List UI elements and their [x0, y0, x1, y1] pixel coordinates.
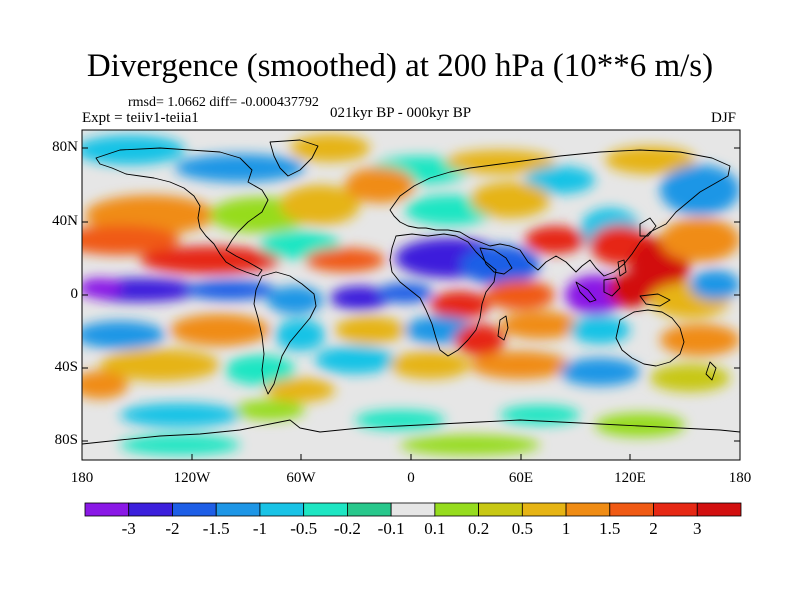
coast-eurasia — [389, 149, 731, 277]
lat-tick-80s: 80S — [54, 432, 78, 448]
lon-tick-120w: 120W — [173, 470, 211, 486]
colorbar-label: -2 — [165, 519, 180, 538]
coast-antarctica — [82, 419, 740, 445]
lon-tick-180e: 180 — [728, 470, 752, 486]
colorbar-swatch — [521, 502, 567, 517]
coast-philippines — [617, 259, 627, 277]
colorbar-swatch — [696, 502, 742, 517]
period-label: 021kyr BP - 000kyr BP — [330, 105, 472, 121]
coast-madagascar — [497, 315, 509, 341]
lon-tick-120e: 120E — [614, 470, 646, 486]
coast-japan — [639, 217, 657, 237]
coast-australia — [615, 309, 685, 367]
lon-tick-0: 0 — [407, 470, 415, 486]
colorbar-swatch — [128, 502, 173, 517]
lat-tick-80n: 80N — [52, 139, 78, 155]
coast-new-zealand — [705, 361, 717, 381]
colorbar-label: 0.2 — [467, 519, 490, 538]
colorbar-swatch — [609, 502, 654, 517]
field-layer — [82, 130, 740, 460]
colorbar-swatch — [172, 502, 217, 517]
coast-sumatra — [575, 281, 597, 303]
colorbar-label: -1 — [252, 519, 267, 538]
colorbar-swatch — [434, 502, 480, 517]
colorbar — [84, 502, 742, 517]
season-label: DJF — [711, 110, 737, 126]
coast-north-america — [95, 147, 269, 277]
colorbar-swatch — [346, 502, 392, 517]
colorbar-label: 0.5 — [511, 519, 533, 538]
colorbar-label: -0.1 — [377, 519, 405, 538]
coast-arabia — [479, 247, 513, 275]
lat-tick-40n: 40N — [52, 213, 78, 229]
colorbar-swatch — [303, 502, 348, 517]
axis-ticks — [81, 147, 741, 460]
divergence-blobs — [82, 134, 740, 455]
colorbar-label: -3 — [121, 519, 136, 538]
colorbar-label: 1.5 — [599, 519, 621, 538]
coastline-layer — [82, 139, 740, 445]
stats-line: rmsd= 1.0662 diff= -0.000437792 — [128, 95, 319, 110]
lat-tick-40s: 40S — [54, 359, 78, 375]
coast-new-guinea — [639, 293, 671, 307]
colorbar-label: -0.2 — [333, 519, 361, 538]
lat-tick-0: 0 — [70, 286, 79, 302]
coast-south-america — [253, 271, 317, 395]
colorbar-label: -0.5 — [290, 519, 318, 538]
colorbar-label: 1 — [561, 519, 571, 538]
experiment-label: Expt = teiiv1-teiia1 — [82, 110, 199, 126]
colorbar-label: 0.1 — [424, 519, 446, 538]
coast-greenland — [269, 139, 319, 177]
colorbar-swatch — [215, 502, 261, 517]
colorbar-swatch — [653, 502, 698, 517]
plot-title: Divergence (smoothed) at 200 hPa (10**6 … — [86, 48, 714, 84]
colorbar-swatch — [390, 502, 436, 517]
colorbar-swatch — [259, 502, 305, 517]
colorbar-swatch — [478, 502, 523, 517]
lon-tick-180w: 180 — [70, 470, 94, 486]
colorbar-label: 2 — [649, 519, 658, 538]
lon-tick-60w: 60W — [286, 470, 316, 486]
colorbar-swatch — [565, 502, 611, 517]
coast-borneo — [603, 277, 621, 297]
lon-tick-60e: 60E — [508, 470, 534, 486]
colorbar-swatch — [84, 502, 130, 517]
coast-africa — [389, 233, 497, 357]
colorbar-label: 3 — [693, 519, 702, 538]
colorbar-label: -1.5 — [202, 519, 230, 538]
